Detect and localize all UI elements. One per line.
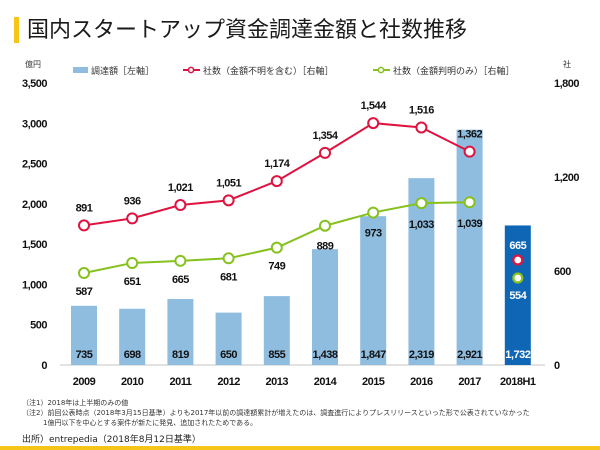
- bar: [119, 308, 146, 365]
- x-tick-label: 2009: [73, 376, 96, 388]
- series-known-marker: [78, 267, 90, 280]
- y-left-tick-label: 1,000: [22, 279, 47, 291]
- y-left-tick-label: 1,500: [22, 239, 47, 251]
- series-total-marker: [222, 194, 235, 207]
- x-tick-label: 2012: [217, 376, 240, 388]
- series-total-marker: [270, 175, 283, 188]
- bar: [263, 296, 290, 365]
- y-left-tick-label: 2,000: [22, 199, 47, 211]
- series-total-marker: [415, 121, 428, 134]
- note-1: （注1）2018年は上半期のみの値: [22, 399, 129, 407]
- legend-swatch-bar: [73, 67, 88, 73]
- series-total-marker: [78, 219, 90, 232]
- series-known-marker: [512, 272, 524, 284]
- series-total-value-label: 1,051: [216, 177, 241, 189]
- bar: [215, 312, 242, 365]
- y-right-unit: 社: [563, 59, 571, 69]
- legend-marker-known: [377, 66, 385, 74]
- series-total-value-label: 665: [509, 240, 526, 252]
- series-known-marker: [463, 196, 476, 209]
- series-total-value-label: 1,174: [264, 158, 290, 170]
- bar: [504, 225, 531, 365]
- y-left-tick-label: 2,500: [22, 159, 47, 171]
- x-tick-label: 2015: [362, 376, 385, 388]
- series-total-marker: [126, 212, 139, 225]
- series-total-value-label: 1,544: [361, 100, 387, 112]
- bar-value-label: 855: [268, 349, 285, 361]
- bar-value-label: 2,319: [409, 349, 434, 361]
- page-title: 国内スタートアップ資金調達金額と社数推移: [27, 18, 468, 43]
- bar-value-label: 1,847: [361, 349, 386, 361]
- series-total-value-label: 1,021: [168, 182, 193, 194]
- bar: [167, 299, 194, 365]
- x-tick-label: 2010: [121, 376, 144, 388]
- bar: [360, 216, 387, 365]
- legend-label-bar: 調達額［左軸］: [91, 65, 154, 76]
- series-total-marker: [367, 117, 380, 130]
- bottom-accent-line: [0, 446, 600, 450]
- series-known-value-label: 1,039: [457, 218, 482, 230]
- legend-marker-total: [187, 66, 195, 74]
- bar-value-label: 735: [76, 349, 93, 361]
- series-total-value-label: 1,362: [457, 129, 482, 141]
- bar-value-label: 650: [220, 349, 237, 361]
- series-known-marker: [319, 219, 331, 232]
- series-total-value-label: 891: [76, 202, 93, 214]
- bar-value-label: 819: [172, 349, 189, 361]
- note-3: 1億円以下を中心とする案件が新たに発見、追加されたためである。: [22, 419, 258, 427]
- series-known-value-label: 665: [172, 274, 189, 286]
- series-known-marker: [367, 206, 380, 219]
- bar-value-label: 2,921: [457, 349, 482, 361]
- series-known-marker: [415, 197, 428, 210]
- bar-value-label: 698: [124, 349, 141, 361]
- legend: 調達額［左軸］ 社数（金額不明を含む）［右軸］ 社数（金額判明のみ）［右軸］: [73, 65, 515, 76]
- series-total-marker: [512, 254, 524, 266]
- x-tick-label: 2013: [266, 376, 289, 388]
- x-tick-label: 2016: [410, 376, 433, 388]
- series-known-value-label: 889: [317, 241, 334, 253]
- series-known-value-label: 587: [76, 286, 93, 298]
- note-2: （注2）前回公表時点（2018年3月15日基準）よりも2017年以前の調達額累計…: [22, 409, 530, 417]
- source-citation: 出所）entrepedia（2018年8月12日基準）: [22, 435, 201, 445]
- y-left-tick-label: 0: [41, 360, 47, 372]
- x-tick-label: 2011: [169, 376, 191, 388]
- series-total-marker: [463, 145, 476, 158]
- y-right-tick-label: 600: [554, 266, 571, 278]
- series-known-value-label: 749: [268, 261, 285, 273]
- bar: [408, 178, 435, 365]
- series-known-value-label: 554: [509, 290, 527, 302]
- y-left-tick-label: 3,500: [22, 78, 47, 90]
- x-tick-label: 2018H1: [500, 376, 536, 388]
- series-total-marker: [319, 146, 331, 159]
- chart: 調達額［左軸］ 社数（金額不明を含む）［右軸］ 社数（金額判明のみ）［右軸］ 億…: [22, 59, 580, 388]
- y-left-tick-label: 500: [30, 320, 47, 332]
- bar: [312, 249, 338, 365]
- x-tick-label: 2014: [314, 376, 338, 388]
- y-left-tick-label: 3,000: [22, 118, 47, 130]
- legend-label-line-total: 社数（金額不明を含む）［右軸］: [203, 65, 334, 76]
- series-known-value-label: 1,033: [409, 219, 434, 231]
- bar: [71, 305, 97, 365]
- y-right-tick-label: 0: [554, 360, 560, 372]
- series-known-marker: [126, 257, 139, 270]
- series-total-value-label: 1,516: [409, 104, 434, 116]
- bar: [456, 129, 483, 365]
- series-known-marker: [270, 241, 283, 254]
- title-accent-bar: [14, 17, 19, 43]
- series-known-value-label: 973: [365, 228, 382, 240]
- series-known-marker: [174, 254, 187, 267]
- y-left-unit: 億円: [25, 59, 41, 69]
- series-total-marker: [174, 199, 187, 212]
- series-total-value-label: 1,354: [312, 130, 338, 142]
- series-known-value-label: 681: [220, 271, 237, 283]
- bar-value-label: 1,438: [312, 349, 337, 361]
- y-right-tick-label: 1,200: [554, 172, 579, 184]
- legend-label-line-known: 社数（金額判明のみ）［右軸］: [393, 65, 515, 76]
- bar-value-label: 1,732: [505, 349, 530, 361]
- series-known-marker: [222, 252, 235, 265]
- y-right-tick-label: 1,800: [554, 78, 579, 90]
- series-total-value-label: 936: [124, 195, 141, 207]
- x-tick-label: 2017: [458, 376, 481, 388]
- series-known-value-label: 651: [124, 276, 141, 288]
